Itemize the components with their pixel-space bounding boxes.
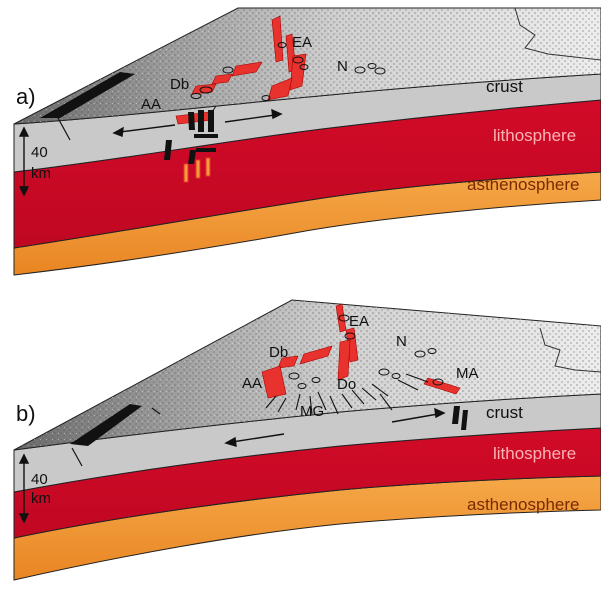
scale-bar: [18, 126, 30, 197]
label-mg: MG: [300, 403, 324, 420]
extension-arrows: [224, 407, 446, 447]
label-ma: MA: [456, 365, 479, 382]
crust-label: crust: [486, 77, 523, 96]
dark-escarpment: [70, 404, 142, 446]
label-db: Db: [269, 344, 288, 361]
label-aa: AA: [242, 375, 262, 392]
dike-intrusions: [164, 110, 218, 183]
dike-intrusion: [452, 406, 460, 424]
scale-unit: km: [31, 490, 51, 507]
scale-bar: [18, 453, 30, 524]
volcano-outlines: [288, 314, 444, 389]
lithosphere-label: lithosphere: [493, 126, 576, 145]
extension-arrows: [112, 108, 283, 137]
dark-escarpment: [40, 72, 135, 118]
crust-label: crust: [486, 403, 523, 422]
panel-a: 40 km a) crust lithosphere asthenosphere…: [13, 7, 601, 276]
label-n: N: [396, 333, 407, 350]
asthenosphere-label: asthenosphere: [467, 175, 579, 194]
volcanic-fields: [175, 15, 307, 125]
fault-network: [151, 373, 429, 415]
volcano-outlines: [190, 42, 386, 101]
panel-b-letter: b): [16, 401, 36, 426]
label-aa: AA: [141, 96, 161, 113]
label-ea: EA: [349, 313, 369, 330]
scale-value: 40: [31, 471, 48, 488]
panel-b: 40 km b) crust lithosphere asthenosphere…: [13, 299, 601, 581]
panel-a-letter: a): [16, 84, 36, 109]
coastline: [514, 7, 601, 61]
lithosphere-label: lithosphere: [493, 444, 576, 463]
asthenosphere-label: asthenosphere: [467, 495, 579, 514]
coastline: [539, 327, 601, 373]
label-do: Do: [337, 376, 356, 393]
label-ea: EA: [292, 34, 312, 51]
label-n: N: [337, 58, 348, 75]
scale-unit: km: [31, 165, 51, 182]
dike-intrusion: [461, 410, 468, 430]
scale-value: 40: [31, 144, 48, 161]
label-db: Db: [170, 76, 189, 93]
